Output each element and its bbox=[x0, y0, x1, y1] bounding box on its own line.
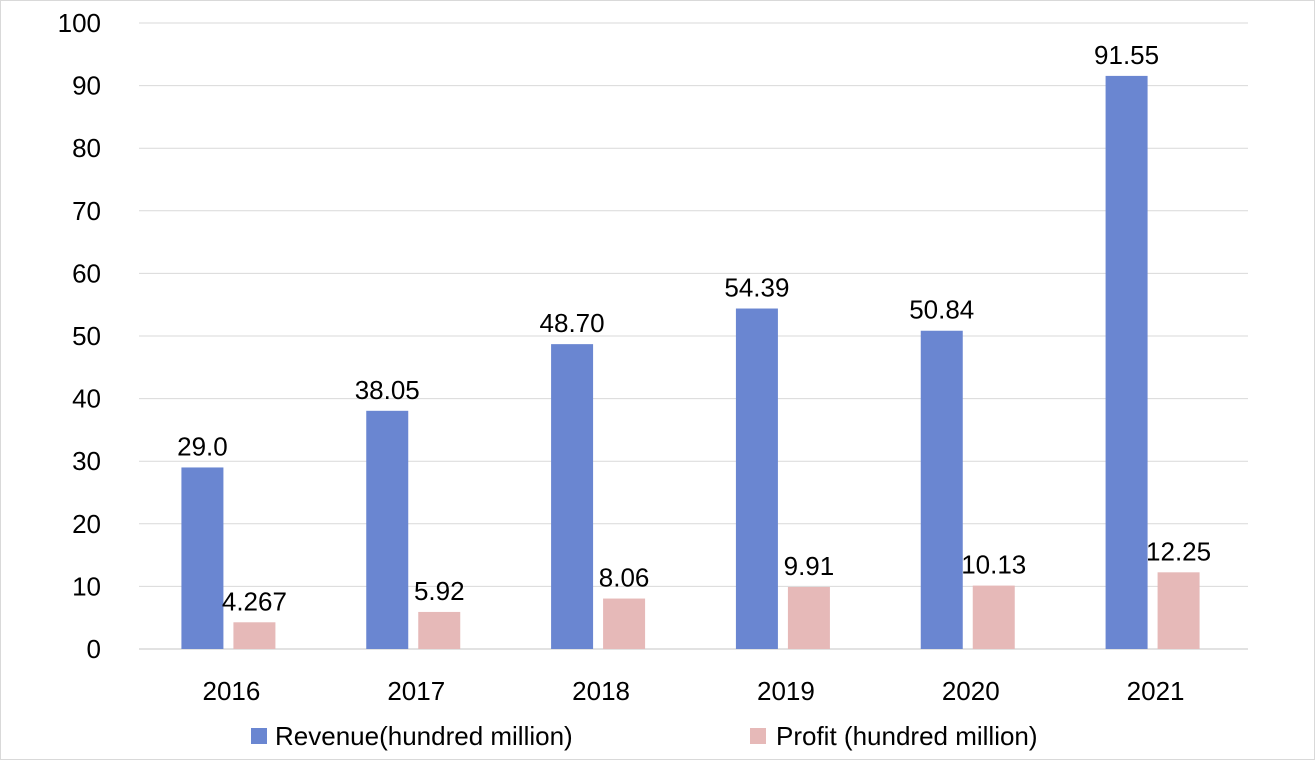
data-label-revenue: 29.0 bbox=[177, 431, 228, 461]
bar-revenue bbox=[920, 330, 963, 649]
bar-revenue bbox=[735, 308, 778, 649]
y-tick-label: 30 bbox=[72, 446, 101, 476]
data-label-profit: 4.267 bbox=[222, 586, 287, 616]
data-label-revenue: 50.84 bbox=[909, 295, 974, 325]
bar-revenue bbox=[551, 344, 594, 649]
y-tick-label: 0 bbox=[87, 634, 101, 664]
legend-label-profit: Profit (hundred million) bbox=[776, 721, 1038, 751]
legend: Revenue(hundred million) Profit (hundred… bbox=[251, 721, 1038, 751]
data-label-profit: 12.25 bbox=[1146, 536, 1211, 566]
data-labels: 29.0 4.267 38.05 5.92 48.70 8.06 54.39 9.91 50.8… bbox=[177, 40, 1211, 616]
data-label-profit: 5.92 bbox=[414, 576, 465, 606]
x-axis-ticks: 2016 2017 2018 2019 2020 2021 bbox=[202, 676, 1184, 706]
y-tick-label: 50 bbox=[72, 321, 101, 351]
bar-profit bbox=[972, 585, 1015, 649]
x-tick-label: 2016 bbox=[202, 676, 260, 706]
x-tick-label: 2019 bbox=[757, 676, 815, 706]
y-tick-label: 100 bbox=[58, 8, 101, 38]
bar-revenue bbox=[181, 467, 224, 649]
legend-swatch-profit bbox=[750, 728, 766, 744]
bars bbox=[181, 75, 1200, 650]
y-tick-label: 90 bbox=[72, 71, 101, 101]
y-axis-ticks: 0 10 20 30 40 50 60 70 80 90 100 bbox=[58, 8, 101, 664]
bar-revenue bbox=[1105, 75, 1148, 650]
x-tick-label: 2020 bbox=[942, 676, 1000, 706]
bar-profit bbox=[1157, 572, 1200, 649]
data-label-revenue: 38.05 bbox=[355, 375, 420, 405]
data-label-profit: 9.91 bbox=[784, 551, 835, 581]
y-tick-label: 40 bbox=[72, 384, 101, 414]
y-tick-label: 10 bbox=[72, 571, 101, 601]
bar-profit bbox=[603, 598, 646, 649]
legend-label-revenue: Revenue(hundred million) bbox=[275, 721, 573, 751]
legend-swatch-revenue bbox=[251, 728, 267, 744]
x-tick-label: 2017 bbox=[387, 676, 445, 706]
y-tick-label: 60 bbox=[72, 258, 101, 288]
bar-profit bbox=[233, 622, 276, 649]
bar-profit bbox=[418, 611, 461, 649]
y-tick-label: 20 bbox=[72, 509, 101, 539]
data-label-profit: 10.13 bbox=[961, 550, 1026, 580]
y-tick-label: 70 bbox=[72, 196, 101, 226]
gridlines bbox=[139, 22, 1248, 650]
data-label-revenue: 48.70 bbox=[540, 308, 605, 338]
data-label-revenue: 91.55 bbox=[1094, 40, 1159, 70]
data-label-revenue: 54.39 bbox=[724, 273, 789, 303]
data-label-profit: 8.06 bbox=[599, 563, 650, 593]
x-tick-label: 2021 bbox=[1127, 676, 1185, 706]
y-tick-label: 80 bbox=[72, 133, 101, 163]
bar-revenue bbox=[366, 410, 409, 649]
bar-profit bbox=[787, 586, 830, 649]
x-tick-label: 2018 bbox=[572, 676, 630, 706]
